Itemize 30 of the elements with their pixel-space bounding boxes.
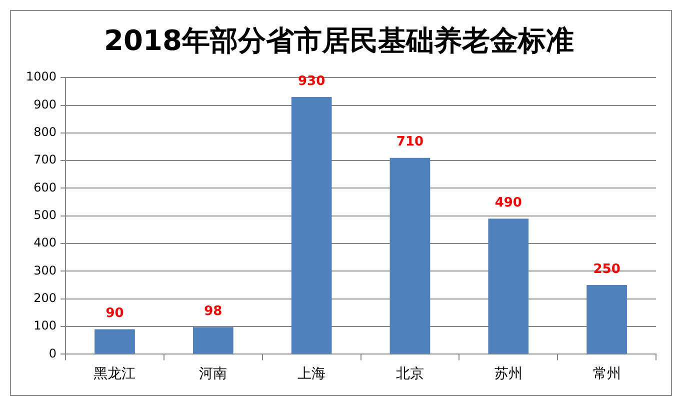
x-tick-label: 常州 (592, 366, 621, 382)
x-tick-label: 河南 (199, 366, 228, 382)
y-tick-label: 0 (48, 346, 57, 360)
bar (94, 329, 135, 354)
data-label: 710 (396, 134, 424, 150)
x-tick-label: 苏州 (494, 366, 522, 382)
y-tick-label: 600 (34, 180, 57, 194)
y-tick-label: 400 (34, 236, 57, 250)
data-label: 490 (494, 196, 522, 211)
y-tick-label: 500 (34, 208, 57, 222)
bar (586, 285, 627, 354)
y-tick-label: 900 (34, 97, 57, 112)
bar (291, 96, 332, 354)
y-tick-label: 800 (34, 125, 57, 140)
data-label: 98 (204, 304, 222, 319)
chart-title: 2018年部分省市居民基础养老金标准 (104, 24, 574, 58)
y-tick-label: 1000 (26, 70, 57, 84)
bar (192, 327, 234, 354)
y-tick-label: 100 (34, 318, 57, 333)
x-tick-label: 上海 (298, 366, 326, 382)
y-tick-label: 300 (34, 263, 57, 278)
x-tick-label: 北京 (396, 366, 424, 382)
bar (390, 158, 430, 354)
x-tick-label: 黑龙江 (94, 366, 136, 382)
data-label: 250 (593, 262, 620, 277)
y-tick-label: 200 (34, 291, 57, 306)
y-tick-label: 700 (34, 152, 57, 167)
data-label: 90 (106, 306, 124, 322)
bar (488, 218, 529, 354)
data-label: 930 (298, 74, 326, 89)
